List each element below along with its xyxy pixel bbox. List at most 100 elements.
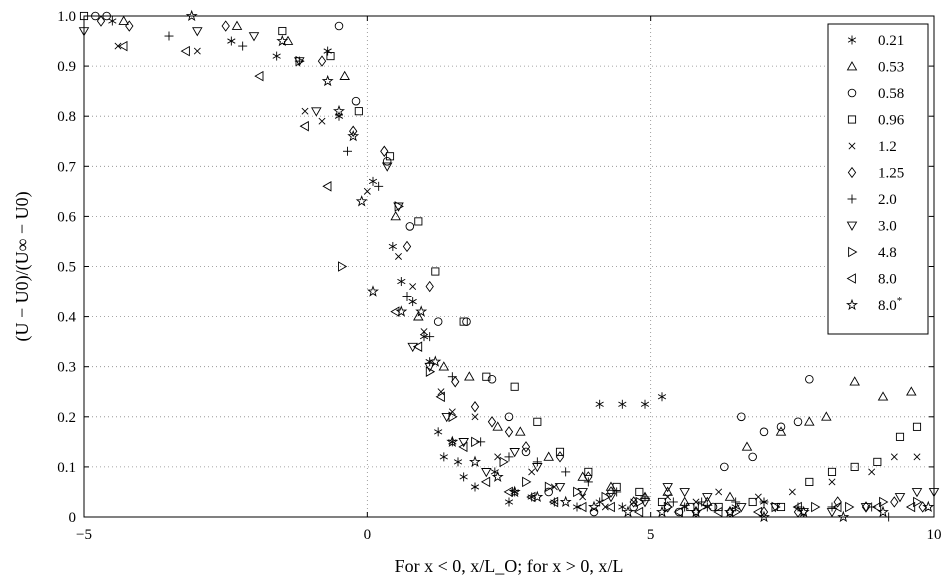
- legend-item: 0.58: [847, 86, 904, 102]
- data-point: [522, 476, 532, 488]
- y-axis-label: (U − U0)/(U∞ − U0): [12, 191, 33, 341]
- data-point: [531, 490, 544, 503]
- data-point: [663, 501, 674, 513]
- data-point: [180, 45, 190, 57]
- data-point: [741, 441, 753, 451]
- legend-label: 3.0: [878, 219, 897, 235]
- legend-label: 8.0: [878, 272, 897, 288]
- y-tick-label: 0.5: [57, 260, 76, 276]
- data-point: [673, 506, 683, 518]
- series-0.53: [118, 15, 917, 506]
- series-2.0: [164, 31, 894, 522]
- series-0.21: [108, 16, 769, 512]
- y-tick-label: 0.9: [57, 59, 76, 75]
- legend-item: 2.0: [847, 192, 897, 208]
- data-point: [879, 496, 889, 508]
- data-point: [254, 70, 264, 82]
- data-point: [871, 501, 882, 513]
- data-point: [771, 501, 781, 513]
- series-4.8: [295, 55, 923, 518]
- data-point: [664, 493, 672, 501]
- legend: 0.21 0.53 0.58 0.96 1.2 1.25 2.0 3.0 4.8 8.0 8.0*: [827, 23, 929, 335]
- data-point: [805, 477, 814, 486]
- data-point: [425, 280, 434, 293]
- data-point: [414, 217, 423, 226]
- y-tick-label: 0.8: [57, 109, 76, 125]
- data-point: [438, 361, 450, 371]
- data-point: [621, 505, 635, 518]
- data-point: [464, 371, 475, 381]
- data-point: [635, 496, 645, 508]
- legend-item: 1.2: [848, 139, 897, 155]
- data-point: [601, 491, 611, 503]
- data-point: [846, 61, 858, 71]
- data-point: [276, 34, 289, 47]
- data-point: [388, 241, 397, 251]
- data-point: [848, 142, 856, 150]
- data-point: [792, 501, 802, 513]
- data-point: [833, 496, 842, 508]
- data-point: [487, 374, 497, 384]
- data-point: [679, 488, 690, 498]
- data-point: [482, 372, 491, 381]
- legend-item: 0.96: [847, 113, 905, 129]
- data-point: [227, 36, 236, 46]
- data-point: [318, 117, 326, 125]
- data-point: [528, 468, 536, 476]
- data-point: [618, 502, 627, 512]
- data-point: [425, 332, 435, 342]
- data-point: [367, 285, 379, 297]
- data-point: [686, 502, 695, 512]
- data-point: [351, 96, 361, 106]
- data-point: [468, 455, 482, 467]
- data-point: [394, 201, 404, 212]
- data-point: [420, 328, 428, 336]
- data-point: [635, 487, 644, 497]
- data-point: [605, 501, 615, 513]
- data-point: [462, 317, 471, 326]
- series-8.0: [118, 40, 916, 518]
- x-tick-label: 10: [927, 527, 942, 543]
- x-tick-label: 0: [364, 527, 372, 543]
- data-point: [847, 88, 857, 98]
- data-point: [431, 267, 440, 276]
- data-point: [487, 416, 497, 428]
- data-point: [912, 422, 922, 431]
- x-tick-label: 5: [647, 527, 655, 543]
- data-point: [458, 438, 469, 448]
- data-point: [737, 412, 746, 422]
- legend-label: 4.8: [878, 245, 897, 261]
- data-point: [850, 462, 859, 471]
- data-point: [657, 392, 667, 402]
- data-point: [601, 503, 609, 511]
- data-point: [748, 452, 757, 462]
- data-point: [470, 482, 480, 492]
- legend-label: 0.96: [878, 113, 905, 129]
- legend-box: [827, 23, 929, 335]
- data-point: [543, 451, 554, 461]
- y-tick-label: 0.2: [57, 410, 76, 426]
- data-point: [770, 503, 781, 513]
- data-point: [332, 104, 346, 117]
- series-0.96: [79, 11, 922, 512]
- data-point: [894, 493, 906, 503]
- legend-label: 0.53: [878, 60, 904, 76]
- y-tick-label: 0.6: [57, 209, 76, 225]
- data-point: [347, 129, 360, 142]
- data-point: [703, 502, 712, 512]
- data-point: [532, 457, 542, 467]
- data-point: [272, 51, 281, 61]
- data-point: [471, 413, 479, 421]
- data-point: [476, 437, 486, 447]
- data-point: [655, 505, 669, 518]
- data-point: [868, 468, 876, 476]
- data-point: [447, 372, 457, 382]
- data-point: [402, 240, 412, 253]
- y-tick-label: 1.0: [57, 9, 76, 25]
- data-point: [390, 210, 401, 221]
- data-point: [509, 448, 520, 458]
- data-point: [349, 125, 358, 137]
- data-point: [876, 505, 890, 518]
- grid-lines: [84, 16, 934, 517]
- data-point: [559, 495, 572, 508]
